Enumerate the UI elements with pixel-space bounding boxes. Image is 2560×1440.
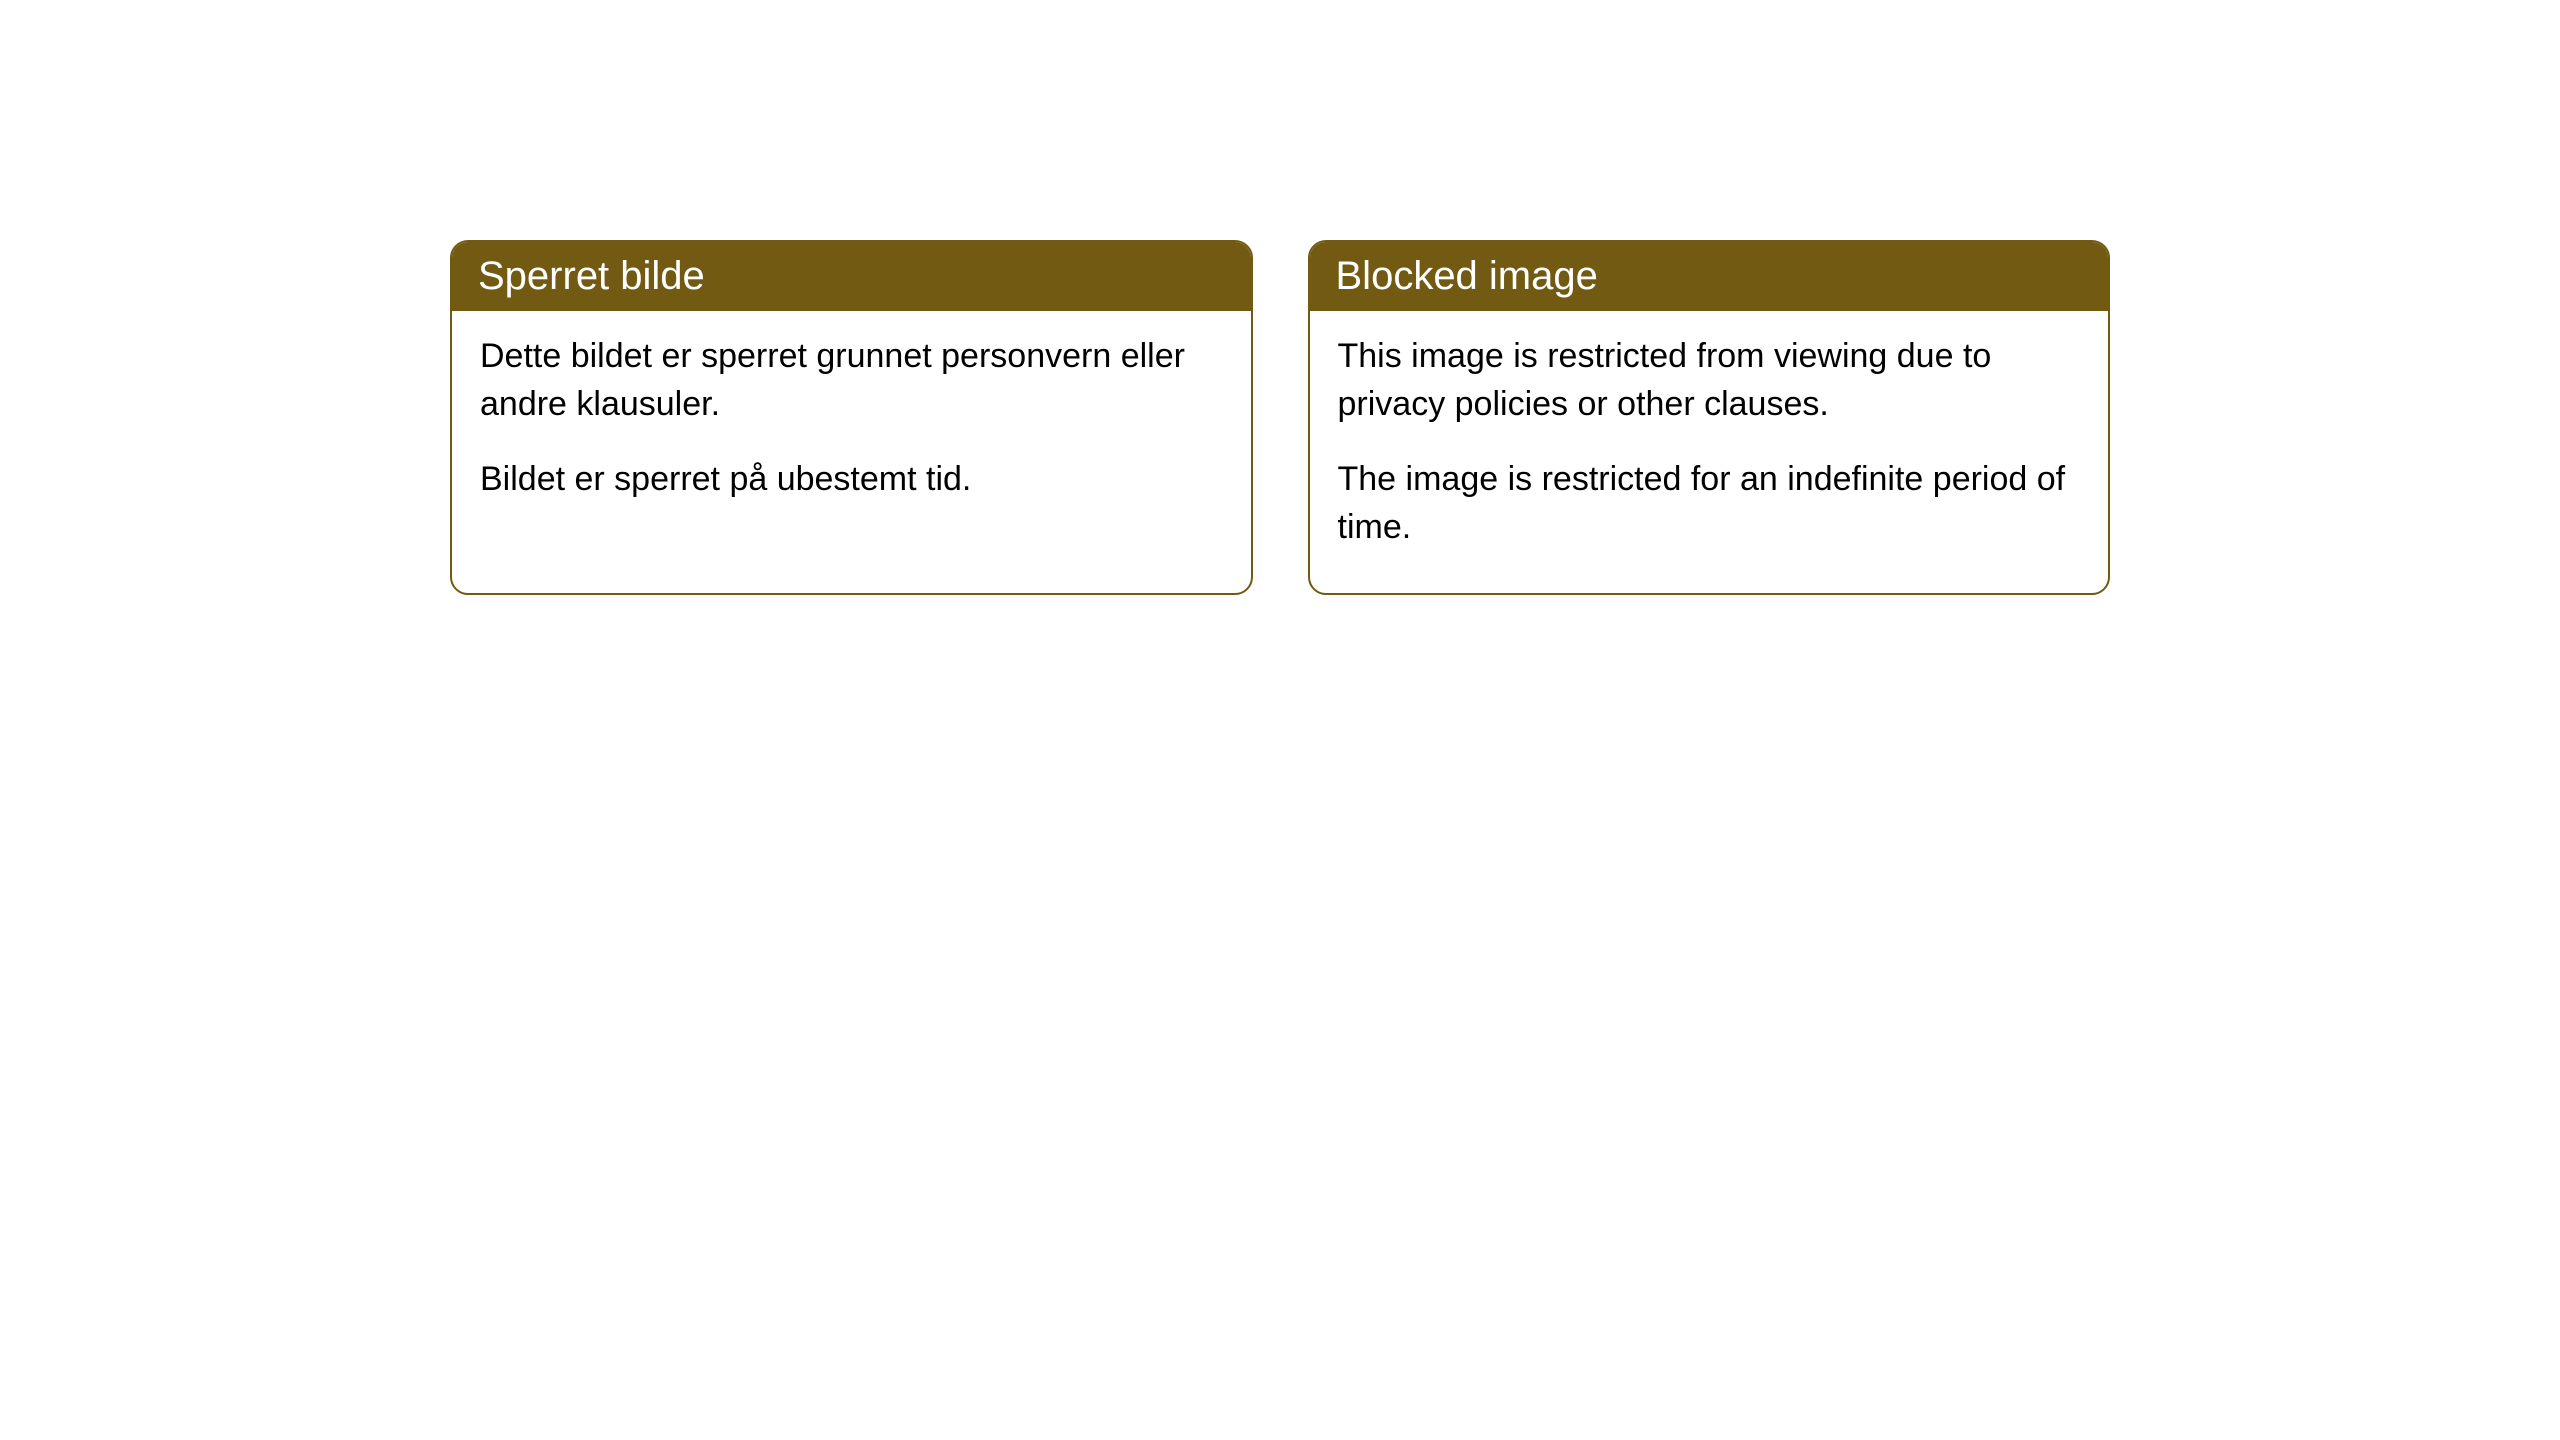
panel-text-1: Dette bildet er sperret grunnet personve… [480,333,1223,428]
panel-header: Sperret bilde [452,242,1251,311]
panel-text-2: The image is restricted for an indefinit… [1338,456,2081,551]
panel-header: Blocked image [1310,242,2109,311]
panel-body: Dette bildet er sperret grunnet personve… [452,311,1251,546]
panel-english: Blocked image This image is restricted f… [1308,240,2111,595]
panel-text-1: This image is restricted from viewing du… [1338,333,2081,428]
panel-norwegian: Sperret bilde Dette bildet er sperret gr… [450,240,1253,595]
panel-body: This image is restricted from viewing du… [1310,311,2109,593]
panel-title: Sperret bilde [478,254,705,298]
panels-container: Sperret bilde Dette bildet er sperret gr… [450,240,2110,595]
panel-title: Blocked image [1336,254,1598,298]
panel-text-2: Bildet er sperret på ubestemt tid. [480,456,1223,504]
